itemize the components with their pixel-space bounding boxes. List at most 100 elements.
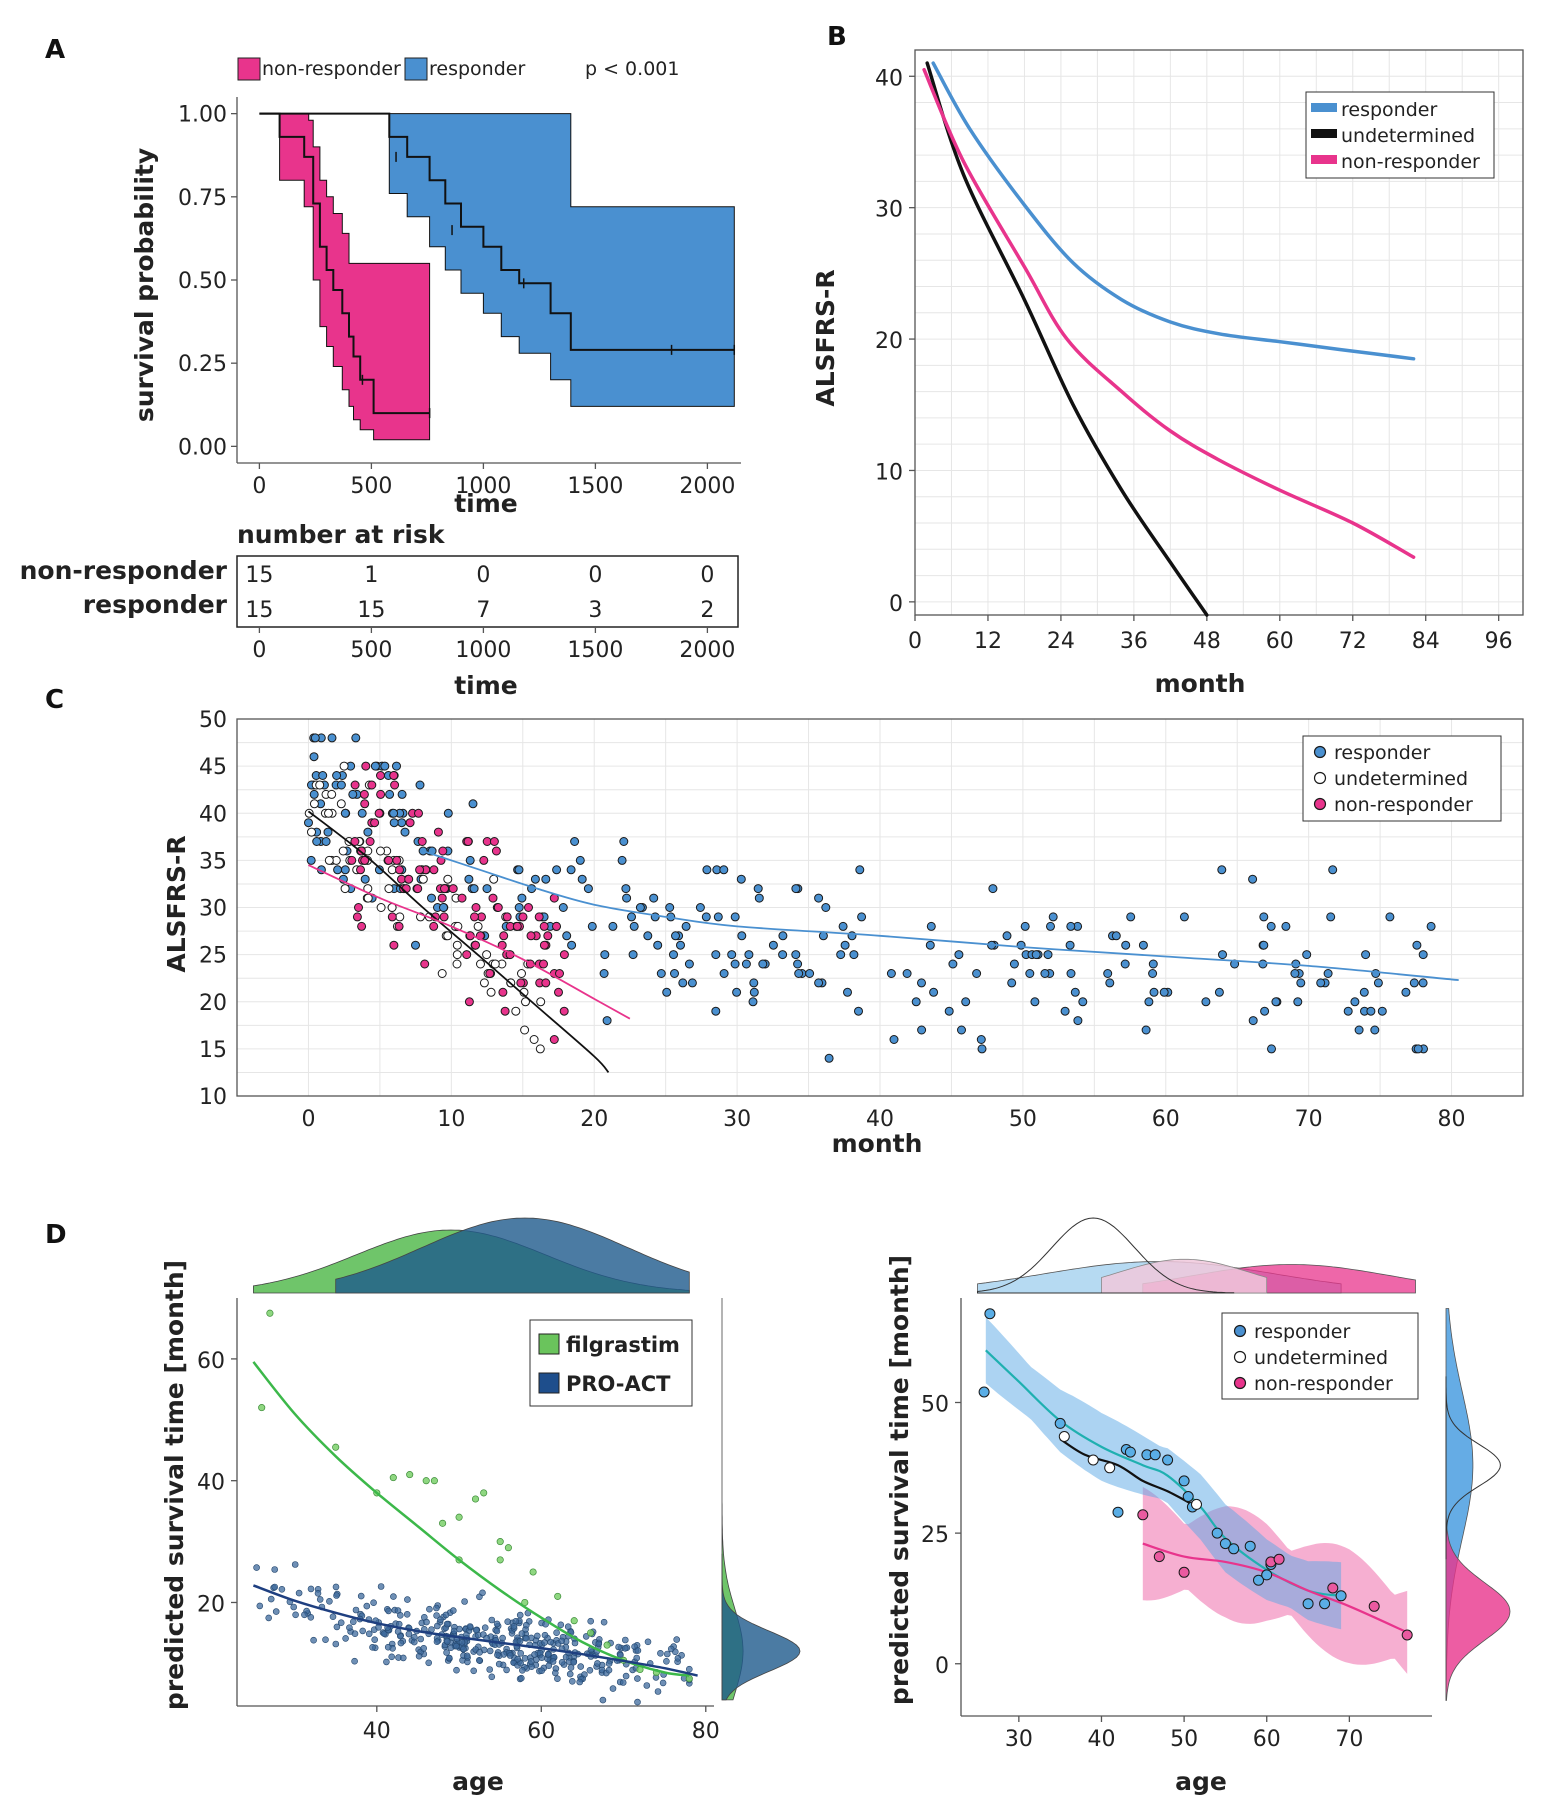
data-point-proact bbox=[443, 1649, 450, 1656]
data-point-c-responder bbox=[1138, 940, 1148, 950]
data-point-proact bbox=[426, 1605, 433, 1613]
data-point-c-responder bbox=[814, 893, 824, 903]
data-point-proact bbox=[517, 1650, 525, 1657]
data-point-c-responder bbox=[972, 969, 982, 978]
data-point-c-non-responder bbox=[389, 771, 399, 780]
panel-a-km-plot: 0.00 0.25 0.50 0.75 1.00 0 500 1000 1500 2000 bbox=[178, 97, 741, 499]
panel-c-points bbox=[304, 733, 1436, 1063]
tick-label-c-y: 35 bbox=[199, 849, 227, 874]
data-point-c-responder bbox=[749, 978, 759, 988]
data-point-c-responder bbox=[617, 855, 627, 865]
data-point-proact bbox=[420, 1645, 428, 1652]
tick-label-b-x: 96 bbox=[1485, 629, 1513, 654]
tick-label-b-x: 60 bbox=[1266, 629, 1294, 654]
data-point-c-undetermined bbox=[309, 799, 319, 809]
legend-label-filgrastim: filgrastim bbox=[566, 1333, 680, 1357]
data-point-c-non-responder bbox=[356, 865, 365, 875]
data-point-proact bbox=[486, 1647, 494, 1655]
tick-label-dl-x: 60 bbox=[527, 1719, 555, 1744]
data-point-c-responder bbox=[397, 818, 407, 828]
data-point-c-responder bbox=[1343, 1006, 1353, 1016]
data-point-c-responder bbox=[1259, 940, 1269, 950]
data-point-proact bbox=[472, 1626, 480, 1634]
tick-label-risk-x: 0 bbox=[252, 638, 266, 663]
risk-count-responder: 7 bbox=[476, 598, 490, 623]
data-point-proact bbox=[517, 1674, 525, 1682]
data-point-proact bbox=[516, 1611, 524, 1619]
tick-label-b-y: 0 bbox=[889, 592, 903, 617]
data-point-c-responder bbox=[1066, 921, 1076, 931]
data-point-c-responder bbox=[1030, 997, 1040, 1007]
data-point-proact bbox=[493, 1627, 501, 1635]
data-point-c-responder bbox=[1293, 997, 1303, 1007]
data-point-proact bbox=[307, 1585, 315, 1593]
data-point-c-responder bbox=[363, 827, 373, 837]
data-point-c-responder bbox=[392, 761, 401, 771]
data-point-c-undetermined bbox=[452, 959, 462, 969]
data-point-c-non-responder bbox=[437, 893, 447, 903]
data-point-proact bbox=[384, 1643, 392, 1651]
data-point-c-non-responder bbox=[438, 846, 448, 856]
data-point-c-non-responder bbox=[414, 808, 423, 818]
data-point-c-non-responder bbox=[357, 921, 367, 931]
data-point-proact bbox=[351, 1630, 359, 1637]
data-point-c-responder bbox=[1267, 1044, 1276, 1054]
data-point-c-responder bbox=[843, 987, 852, 997]
data-point-c-responder bbox=[351, 733, 361, 743]
data-point-proact bbox=[479, 1589, 486, 1597]
data-point-c-responder bbox=[1009, 959, 1019, 969]
data-point-d-responder bbox=[1219, 1538, 1231, 1550]
data-point-proact bbox=[503, 1666, 510, 1674]
legend-swatch-non-responder bbox=[237, 57, 261, 81]
data-point-c-responder bbox=[1070, 987, 1080, 997]
data-point-c-responder bbox=[854, 1006, 863, 1016]
data-point-c-non-responder bbox=[376, 789, 386, 799]
data-point-d-responder bbox=[1319, 1598, 1331, 1610]
data-point-c-responder bbox=[312, 837, 322, 846]
data-point-c-responder bbox=[332, 771, 342, 780]
data-point-c-responder bbox=[310, 733, 320, 743]
data-point-c-responder bbox=[1126, 912, 1136, 922]
data-point-c-non-responder bbox=[440, 884, 449, 894]
data-point-c-responder bbox=[1328, 865, 1338, 875]
data-point-c-responder bbox=[676, 940, 685, 950]
data-point-c-responder bbox=[1217, 865, 1227, 875]
data-point-c-undetermined bbox=[324, 808, 333, 818]
data-point-c-responder bbox=[778, 950, 788, 960]
data-point-c-responder bbox=[805, 969, 815, 978]
legend-marker-d-responder bbox=[1233, 1324, 1247, 1338]
data-point-proact bbox=[396, 1612, 404, 1619]
data-point-c-responder bbox=[530, 874, 540, 884]
data-point-c-responder bbox=[1002, 931, 1012, 941]
data-point-c-responder bbox=[1065, 940, 1075, 950]
panel-b-x-axis-label: month bbox=[1155, 669, 1246, 698]
data-point-c-undetermined bbox=[517, 969, 526, 978]
data-point-proact bbox=[460, 1645, 467, 1653]
ci-band-responder bbox=[388, 113, 735, 407]
data-point-c-responder bbox=[749, 987, 759, 997]
panel-b-y-axis-label: ALSFRS-R bbox=[811, 269, 840, 406]
data-point-c-responder bbox=[653, 940, 663, 950]
legend-marker-c-undetermined bbox=[1313, 771, 1327, 785]
data-point-c-responder bbox=[517, 893, 527, 903]
data-point-proact bbox=[522, 1635, 530, 1642]
tick-label-b-x: 36 bbox=[1120, 629, 1148, 654]
data-point-filgrastim bbox=[496, 1538, 504, 1546]
data-point-c-responder bbox=[469, 884, 479, 894]
tick-label-dr-x: 50 bbox=[1170, 1727, 1198, 1752]
data-point-c-responder bbox=[944, 1006, 954, 1016]
data-point-proact bbox=[423, 1618, 430, 1626]
line-b-non-responder bbox=[922, 67, 1416, 559]
data-point-c-responder bbox=[306, 855, 316, 865]
data-point-filgrastim bbox=[480, 1489, 488, 1497]
data-point-c-responder bbox=[1141, 1025, 1151, 1035]
data-point-proact bbox=[385, 1607, 392, 1615]
legend-swatch-responder bbox=[404, 57, 428, 81]
data-point-proact bbox=[377, 1583, 385, 1590]
panel-c-legend: responder undetermined non-responder bbox=[1302, 735, 1502, 822]
tick-label-c-x: 50 bbox=[1009, 1107, 1037, 1132]
tick-label-dl-y: 60 bbox=[197, 1349, 225, 1374]
data-point-c-responder bbox=[926, 921, 936, 931]
data-point-c-responder bbox=[840, 940, 850, 950]
data-point-d-non-responder bbox=[1137, 1509, 1149, 1521]
